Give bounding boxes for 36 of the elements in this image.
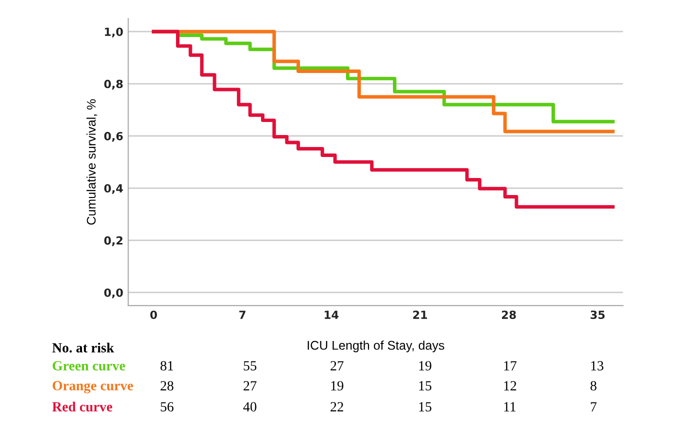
y-tick-label: 0,4 [104, 184, 123, 194]
text: 55 [244, 361, 256, 370]
text: No. at risk [52, 342, 114, 353]
text: 22 [330, 402, 344, 412]
y-tick-label: 0,8 [104, 80, 123, 90]
text: 81 [160, 361, 174, 370]
text: 19 [419, 361, 432, 370]
text: 17 [504, 361, 516, 370]
y-tick-label: 0,0 [104, 288, 123, 298]
text: 28 [160, 381, 174, 390]
text: 19 [331, 381, 344, 390]
text: Orange curve [52, 381, 134, 394]
text: 56 [160, 402, 174, 412]
x-tick-label: 21 [413, 310, 428, 319]
text: Red curve [52, 402, 112, 412]
y-tick-label: 0,2 [104, 236, 122, 246]
y-tick-label: 1,0 [104, 28, 123, 38]
x-axis-title: ICU Length of Stay, days [308, 340, 444, 352]
y-tick-label: 0,6 [104, 132, 123, 142]
x-tick-label: 35 [590, 310, 605, 319]
x-tick-label: 14 [324, 310, 338, 319]
text: 13 [591, 361, 604, 370]
text: 12 [504, 381, 516, 390]
x-tick-label: 0 [150, 310, 157, 319]
y-axis-title: Cumulative survival, % [86, 99, 98, 225]
text: 15 [419, 381, 432, 390]
text: 27 [330, 361, 344, 370]
text: Green curve [52, 361, 126, 371]
text: 15 [419, 402, 432, 412]
text: 40 [243, 402, 256, 412]
text: 8 [590, 381, 596, 390]
text: 11 [504, 402, 516, 412]
text: 7 [590, 402, 597, 412]
x-tick-label: 28 [502, 310, 516, 319]
x-tick-label: 7 [239, 310, 246, 319]
text: 27 [244, 381, 256, 390]
